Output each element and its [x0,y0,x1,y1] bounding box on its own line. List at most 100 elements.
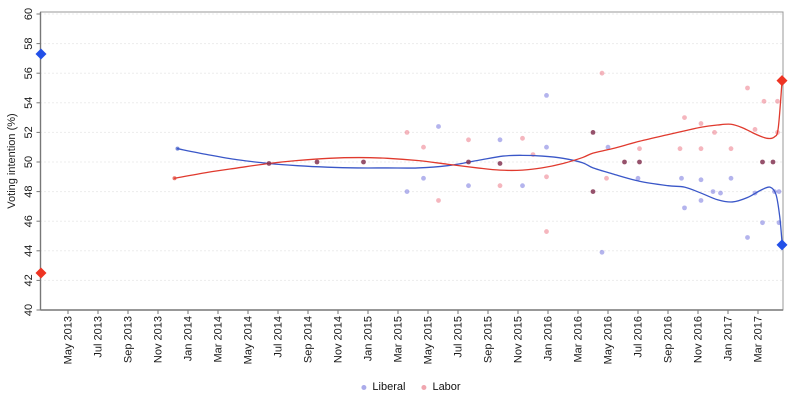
overlap-poll-point [590,189,596,195]
x-tick-label: Jan 2017 [723,316,735,361]
labor-poll-point [728,146,734,152]
x-tick-label: Nov 2013 [153,316,165,363]
labor-endpoint-diamond [776,75,788,87]
labor-poll-point [497,183,503,189]
liberal-endpoint-diamond [35,48,47,60]
liberal-poll-point [745,235,750,240]
overlap-poll-point [590,130,596,135]
x-tick-label: Jul 2015 [453,316,465,358]
labor-poll-point [752,127,758,132]
liberal-poll-point [421,175,426,181]
x-tick-label: Sep 2014 [303,316,315,363]
y-tick-label: 50 [23,156,35,168]
liberal-poll-point [497,137,503,143]
x-tick-label: Nov 2014 [333,316,345,363]
x-tick-label: May 2015 [423,316,435,364]
liberal-poll-point [718,190,723,196]
liberal-poll-point [544,93,549,98]
y-tick-label: 42 [23,274,35,286]
y-tick-label: 54 [23,97,35,109]
x-tick-label: Sep 2013 [123,316,135,363]
legend-label-labor: Labor [432,381,461,393]
x-tick-label: May 2014 [243,316,255,364]
y-tick-label: 52 [23,126,35,138]
x-tick-label: May 2013 [63,316,75,364]
overlap-poll-point [466,159,471,165]
liberal-trend-line-start-dot [175,146,180,151]
labor-poll-point [698,121,704,126]
x-tick-label: Mar 2016 [573,316,585,362]
labor-poll-point [520,135,525,141]
labor-poll-point [712,130,717,135]
labor-poll-point [436,198,441,203]
liberal-poll-point [436,124,441,129]
liberal-poll-point [599,249,605,255]
liberal-poll-point [605,144,611,150]
labor-poll-point [604,175,609,181]
x-tick-label: May 2016 [603,316,615,364]
liberal-poll-point [728,175,734,181]
x-tick-label: Nov 2016 [693,316,705,363]
legend-item-liberal: Liberal [361,381,405,393]
x-tick-label: Jul 2016 [633,316,645,358]
y-tick-label: 58 [23,37,35,49]
x-tick-label: Nov 2015 [513,316,525,363]
plot-frame [40,11,784,311]
y-tick-label: 56 [23,67,35,79]
overlap-poll-point [637,159,642,165]
liberal-poll-point [682,205,687,211]
labor-poll-point [745,85,750,91]
labor-dot-icon [421,384,427,390]
liberal-endpoint-diamond [776,239,788,251]
overlap-poll-point [314,159,320,165]
y-tick-label: 48 [23,185,35,197]
liberal-poll-point [679,175,684,181]
labor-poll-point [421,144,426,150]
overlap-poll-point [497,161,503,166]
x-tick-label: Jan 2016 [543,316,555,361]
overlap-poll-point [770,159,776,165]
overlap-poll-point [361,159,366,165]
y-tick-label: 40 [23,304,35,316]
liberal-poll-point [776,189,782,195]
liberal-poll-point [635,175,641,181]
labor-poll-point [775,98,780,104]
liberal-poll-point [760,220,765,226]
liberal-poll-point [698,177,704,183]
y-tick-label: 44 [23,245,35,257]
x-tick-label: Jan 2015 [363,316,375,361]
y-tick-label: 46 [23,215,35,227]
y-axis-label: Voting intention (%) [6,113,18,209]
labor-poll-point [466,137,471,143]
liberal-dot-icon [361,384,367,390]
labor-poll-point [677,146,683,152]
overlap-poll-point [760,159,765,165]
x-tick-label: Sep 2016 [663,316,675,363]
x-tick-label: Mar 2017 [753,316,765,362]
x-tick-label: Jan 2014 [183,316,195,361]
labor-poll-point [761,98,767,104]
legend-label-liberal: Liberal [372,381,406,393]
legend-item-labor: Labor [421,381,461,393]
labor-trend-line [173,81,783,179]
labor-poll-point [637,146,642,152]
labor-poll-point [544,229,549,234]
x-tick-label: Mar 2015 [393,316,405,362]
labor-poll-point [544,174,549,180]
labor-poll-point [698,146,704,152]
legend: Liberal Labor [361,381,461,393]
overlap-poll-point [266,161,272,166]
liberal-poll-point [466,183,471,189]
labor-endpoint-diamond [35,267,47,279]
liberal-poll-point [520,183,525,189]
x-tick-label: Sep 2015 [483,316,495,363]
liberal-poll-point [544,144,549,150]
x-tick-label: Mar 2014 [213,316,225,362]
liberal-poll-point [698,198,704,203]
y-tick-label: 60 [23,8,35,20]
liberal-poll-point [710,189,716,195]
labor-poll-point [682,115,687,120]
overlap-poll-point [622,159,627,165]
